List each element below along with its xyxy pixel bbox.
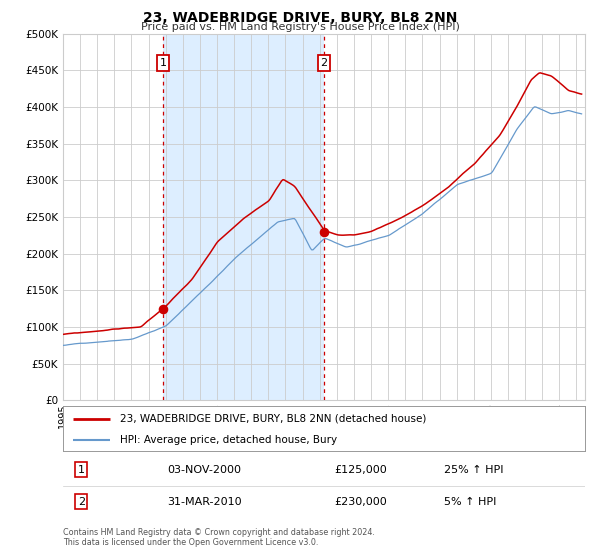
Text: 1: 1	[160, 58, 166, 68]
Text: 03-NOV-2000: 03-NOV-2000	[167, 465, 241, 475]
Text: 2: 2	[78, 497, 85, 507]
Text: £230,000: £230,000	[334, 497, 387, 507]
Text: 31-MAR-2010: 31-MAR-2010	[167, 497, 242, 507]
Text: Contains HM Land Registry data © Crown copyright and database right 2024.: Contains HM Land Registry data © Crown c…	[63, 528, 375, 536]
Text: 23, WADEBRIDGE DRIVE, BURY, BL8 2NN (detached house): 23, WADEBRIDGE DRIVE, BURY, BL8 2NN (det…	[121, 413, 427, 423]
Text: Price paid vs. HM Land Registry's House Price Index (HPI): Price paid vs. HM Land Registry's House …	[140, 22, 460, 32]
Text: 25% ↑ HPI: 25% ↑ HPI	[444, 465, 503, 475]
Point	[319, 227, 329, 236]
Text: 1: 1	[78, 465, 85, 475]
Bar	[163, 34, 324, 400]
Point	[158, 304, 168, 313]
Text: 2: 2	[320, 58, 328, 68]
Text: 5% ↑ HPI: 5% ↑ HPI	[444, 497, 496, 507]
Text: 23, WADEBRIDGE DRIVE, BURY, BL8 2NN: 23, WADEBRIDGE DRIVE, BURY, BL8 2NN	[143, 11, 457, 25]
Text: HPI: Average price, detached house, Bury: HPI: Average price, detached house, Bury	[121, 435, 338, 445]
Text: This data is licensed under the Open Government Licence v3.0.: This data is licensed under the Open Gov…	[63, 538, 319, 547]
Text: £125,000: £125,000	[334, 465, 387, 475]
